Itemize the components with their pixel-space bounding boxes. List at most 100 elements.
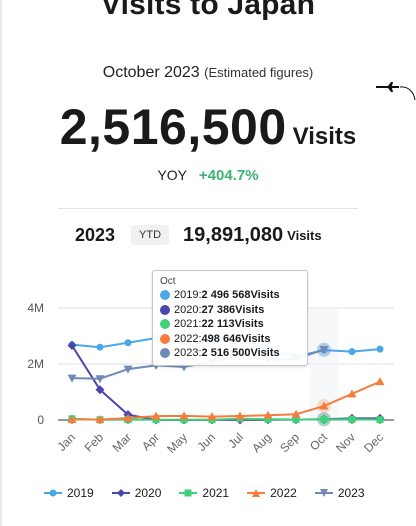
x-tick-label: Apr (139, 430, 162, 453)
x-tick-label: Sep (277, 430, 302, 455)
data-point (375, 377, 385, 386)
data-point (67, 374, 77, 383)
yoy-label: YOY (157, 167, 188, 183)
ytd-value: 19,891,080 (183, 223, 284, 246)
legend-item-2019[interactable]: 2019 (44, 486, 94, 500)
legend-item-2020[interactable]: 2020 (111, 486, 162, 500)
data-point (348, 415, 356, 423)
tooltip-row-value: 22 113Visits (201, 318, 264, 331)
x-tick-label: Oct (307, 430, 331, 454)
ytd-badge: YTD (131, 225, 170, 245)
data-point (263, 410, 273, 419)
tooltip-row-2019: 2019: 2 496 568Visits (160, 288, 300, 303)
series-line-2021 (71, 417, 381, 421)
data-point (264, 415, 272, 423)
series-dot-icon (160, 333, 170, 344)
x-tick-label: Aug (249, 430, 274, 455)
circle-marker-icon (44, 489, 62, 497)
data-point (95, 385, 105, 395)
data-point (291, 409, 301, 418)
legend-item-2021[interactable]: 2021 (179, 486, 229, 500)
data-point (319, 401, 329, 410)
monthly-total: 2,516,500 Visits (0, 98, 416, 156)
y-tick-label: 4M (27, 301, 44, 315)
ytd-row: 2023 YTD 19,891,080 Visits (75, 222, 322, 248)
ytd-year: 2023 (75, 224, 116, 245)
page-title: Visits to Japan (100, 0, 316, 21)
x-tick-label: Jun (195, 430, 219, 454)
tooltip-row-value: 498 646Visits (201, 332, 271, 345)
series-line-2022 (71, 380, 381, 421)
data-point (123, 413, 133, 422)
data-point (207, 412, 217, 421)
yoy-line: YOY +404.7% (0, 167, 416, 184)
tooltip-row-label: 2022: (174, 332, 202, 345)
legend-label: 2023 (337, 486, 365, 500)
triangle-marker-icon (247, 489, 266, 497)
monthly-total-value: 2,516,500 (59, 99, 287, 155)
tooltip-row-value: 27 386Visits (201, 303, 265, 316)
airplane-icon (376, 82, 416, 101)
tooltip-row-label: 2021: (174, 318, 202, 331)
data-point (376, 416, 384, 424)
data-point (235, 411, 245, 420)
data-point (292, 416, 300, 424)
tooltip-row-2020: 2020: 27 386Visits (160, 303, 300, 318)
data-point (96, 343, 104, 351)
data-point (376, 345, 384, 353)
x-tick-label: Dec (361, 430, 386, 455)
x-tick-label: May (164, 430, 190, 456)
x-tick-label: Jul (225, 430, 246, 451)
data-point (180, 416, 188, 424)
ytd-unit: Visits (287, 227, 322, 243)
triangle-down-marker-icon (314, 489, 333, 497)
data-point (347, 389, 357, 398)
data-point (348, 348, 356, 356)
monthly-total-unit: Visits (292, 123, 357, 150)
left-border (0, 0, 2, 526)
period-note: (Estimated figures) (204, 65, 314, 80)
period-line: October 2023 (Estimated figures) (0, 64, 416, 82)
legend-label: 2022 (270, 486, 297, 500)
data-point (95, 375, 105, 384)
data-point (67, 415, 77, 424)
tooltip-row-2021: 2021: 22 113Visits (160, 317, 300, 332)
chart-tooltip: Oct 2019: 2 496 568Visits 2020: 27 386Vi… (152, 270, 308, 366)
y-tick-label: 0 (37, 413, 44, 427)
divider (58, 208, 358, 209)
data-point (123, 365, 133, 374)
diamond-marker-icon (111, 489, 130, 497)
yoy-value: +404.7% (198, 167, 259, 184)
tooltip-month: Oct (160, 276, 176, 287)
legend-item-2023[interactable]: 2023 (314, 486, 365, 500)
data-point (95, 415, 105, 424)
legend-item-2022[interactable]: 2022 (247, 486, 297, 500)
y-tick-label: 2M (27, 357, 44, 371)
series-dot-icon (160, 348, 170, 359)
series-dot-icon (160, 304, 170, 315)
x-tick-label: Nov (333, 430, 358, 455)
legend-label: 2020 (134, 486, 162, 500)
data-point (179, 411, 189, 420)
data-point (124, 339, 132, 347)
period-label: October 2023 (102, 64, 200, 81)
x-tick-label: Feb (82, 430, 107, 455)
legend-label: 2021 (202, 486, 230, 500)
tooltip-row-2023: 2023: 2 516 500Visits (160, 346, 300, 361)
data-point (152, 416, 160, 424)
tooltip-row-value: 2 516 500Visits (201, 347, 280, 360)
data-point (319, 346, 329, 355)
x-tick-label: Jan (55, 430, 79, 454)
tooltip-row-label: 2020: (174, 303, 202, 316)
series-dot-icon (160, 290, 170, 301)
data-point (67, 341, 77, 351)
square-marker-icon (179, 489, 198, 497)
x-tick-label: Mar (110, 430, 135, 455)
data-point (151, 411, 161, 420)
chart-legend: 2019 2020 2021 2022 2023 (44, 486, 383, 500)
data-point (320, 415, 328, 423)
tooltip-row-value: 2 496 568Visits (201, 289, 280, 302)
tooltip-row-2022: 2022: 498 646Visits (160, 332, 300, 347)
tooltip-row-label: 2019: (174, 289, 202, 302)
